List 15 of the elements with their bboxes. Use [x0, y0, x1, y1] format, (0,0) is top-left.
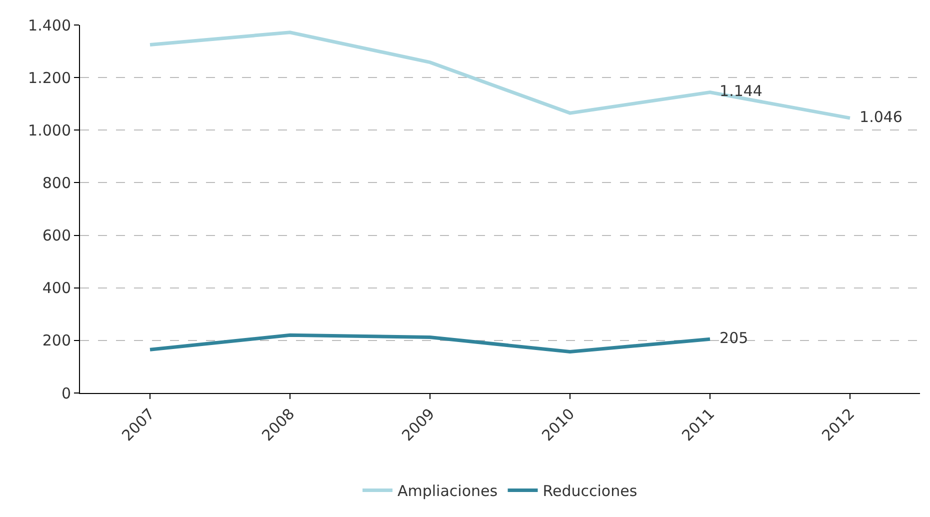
y-tick-label: 1.200	[28, 68, 71, 87]
line-series	[148, 333, 712, 354]
legend-label: Ampliaciones	[398, 482, 498, 500]
data-label: 1.144	[710, 82, 762, 100]
line-series	[148, 30, 852, 120]
y-tick-label: 1.000	[28, 121, 71, 140]
y-tick-label: 200	[42, 332, 71, 350]
y-tick-label: 800	[42, 174, 71, 192]
legend-label: Reducciones	[542, 482, 638, 500]
y-tick-label: 1.400	[28, 16, 71, 34]
y-tick-label: 0	[61, 384, 71, 402]
data-label: 205	[710, 328, 748, 347]
data-label: 1.046	[850, 108, 902, 126]
y-tick-label: 400	[42, 279, 71, 298]
y-tick-label: 600	[42, 226, 71, 245]
